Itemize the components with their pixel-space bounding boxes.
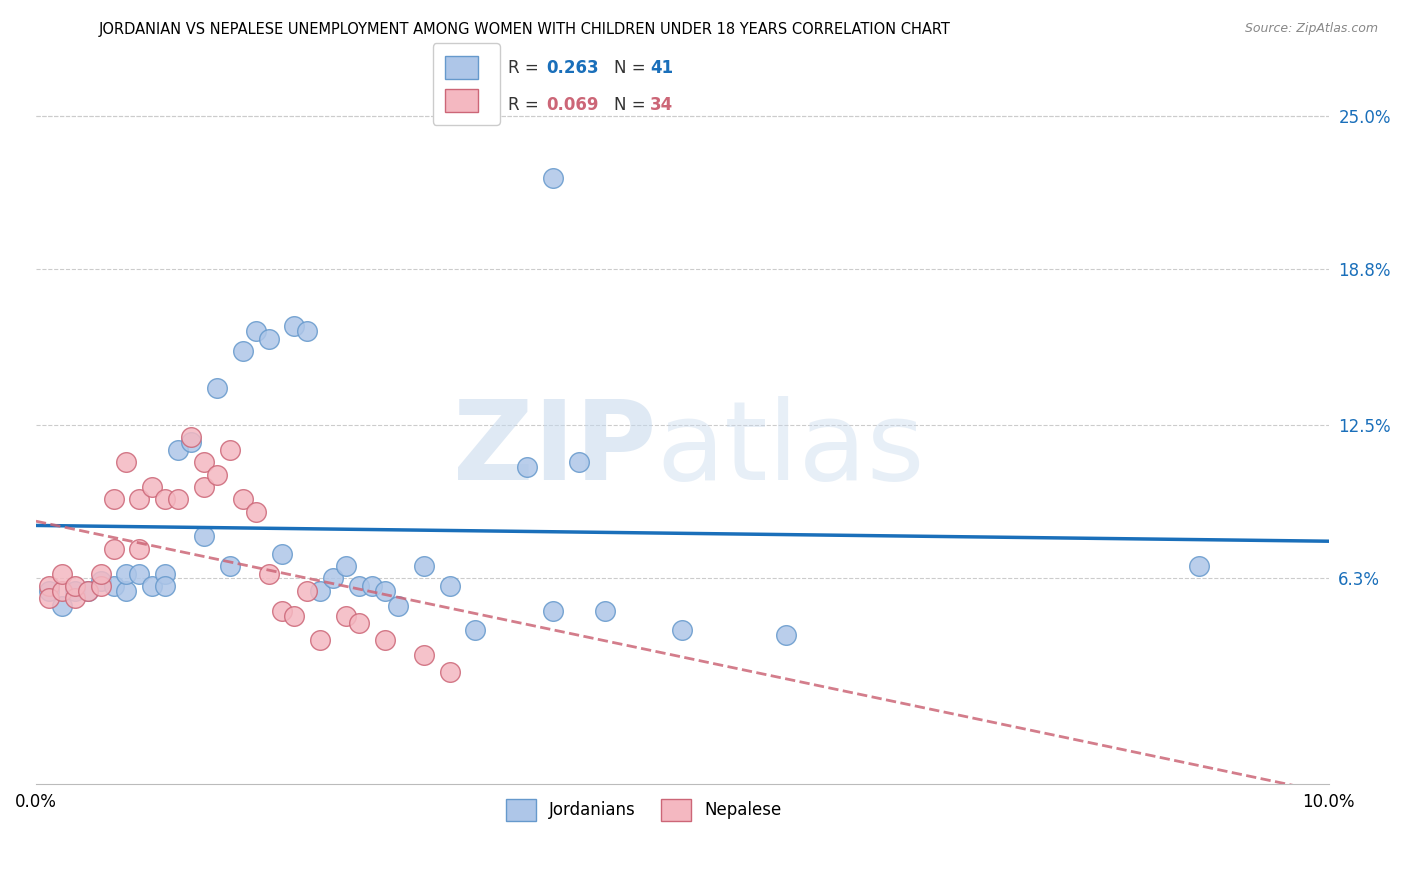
Point (128, 492, 150, 507)
Point (155, 492, 177, 507)
Point (205, 381, 228, 395)
Point (115, 583, 138, 598)
Point (180, 435, 202, 450)
Point (103, 541, 125, 556)
Point (63, 591, 86, 606)
Point (103, 492, 125, 507)
Text: 41: 41 (650, 59, 673, 77)
Point (193, 480, 215, 494)
Point (541, 170, 564, 185)
Legend: Jordanians, Nepalese: Jordanians, Nepalese (499, 793, 787, 828)
Point (63, 579, 86, 593)
Text: JORDANIAN VS NEPALESE UNEMPLOYMENT AMONG WOMEN WITH CHILDREN UNDER 18 YEARS CORR: JORDANIAN VS NEPALESE UNEMPLOYMENT AMONG… (98, 22, 950, 37)
Point (103, 579, 125, 593)
Point (283, 319, 305, 334)
Point (439, 665, 461, 680)
Point (76, 583, 98, 598)
Text: 34: 34 (650, 95, 673, 114)
Point (1188, 559, 1211, 574)
Point (193, 455, 215, 469)
Point (167, 492, 190, 507)
Point (193, 529, 215, 543)
Point (90, 574, 112, 588)
Point (232, 343, 254, 358)
Point (439, 579, 461, 593)
Point (374, 583, 396, 598)
Point (218, 442, 240, 457)
Point (63, 583, 86, 598)
Point (76, 583, 98, 598)
Point (128, 566, 150, 581)
Point (218, 559, 240, 574)
Text: Source: ZipAtlas.com: Source: ZipAtlas.com (1244, 22, 1378, 36)
Point (297, 324, 319, 338)
Point (51, 566, 73, 581)
Text: ZIP: ZIP (453, 396, 657, 503)
Point (412, 559, 434, 574)
Point (180, 430, 202, 444)
Text: 0.069: 0.069 (547, 95, 599, 114)
Text: N =: N = (614, 59, 651, 77)
Point (374, 633, 396, 648)
Point (309, 633, 332, 648)
Point (51, 599, 73, 613)
Point (115, 455, 138, 469)
Text: R =: R = (508, 59, 544, 77)
Text: R =: R = (508, 95, 544, 114)
Point (335, 559, 357, 574)
Text: N =: N = (614, 95, 651, 114)
Point (38, 583, 60, 598)
Point (38, 591, 60, 606)
Point (671, 624, 693, 638)
Point (155, 566, 177, 581)
Point (297, 583, 319, 598)
Point (115, 566, 138, 581)
Point (155, 579, 177, 593)
Point (257, 566, 280, 581)
Point (464, 624, 486, 638)
Point (309, 583, 332, 598)
Point (90, 566, 112, 581)
Point (541, 604, 564, 618)
Point (568, 455, 591, 469)
Point (516, 460, 538, 475)
Point (90, 579, 112, 593)
Point (38, 579, 60, 593)
Point (141, 579, 163, 593)
Point (270, 547, 292, 561)
Point (347, 579, 370, 593)
Point (232, 492, 254, 507)
Point (167, 442, 190, 457)
Point (128, 541, 150, 556)
Text: 0.263: 0.263 (547, 59, 599, 77)
Point (245, 324, 267, 338)
Point (141, 480, 163, 494)
Point (270, 604, 292, 618)
Point (361, 579, 384, 593)
Point (283, 608, 305, 623)
Text: atlas: atlas (657, 396, 925, 503)
Point (775, 628, 797, 642)
Point (245, 505, 267, 519)
Point (335, 608, 357, 623)
Point (347, 615, 370, 630)
Point (322, 571, 344, 585)
Point (257, 332, 280, 346)
Point (412, 648, 434, 662)
Point (593, 604, 616, 618)
Point (205, 467, 228, 482)
Point (387, 599, 409, 613)
Point (51, 583, 73, 598)
